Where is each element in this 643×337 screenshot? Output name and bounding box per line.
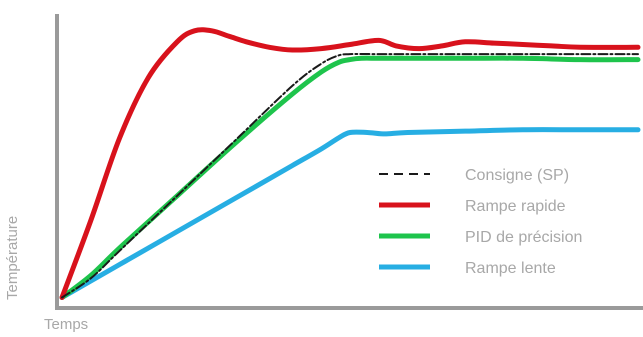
legend-label-rampe-lente: Rampe lente: [465, 260, 556, 277]
y-axis-label: Température: [4, 215, 21, 300]
chart-lines: [59, 27, 641, 300]
legend-label-rampe-rapide: Rampe rapide: [465, 198, 566, 215]
x-axis-label: Temps: [44, 316, 89, 333]
series-line-rampe-rapide: [59, 27, 641, 300]
legend-label-pid-de-precision: PID de précision: [465, 229, 582, 246]
chart-axes: [55, 14, 643, 310]
legend-label-consigne-sp: Consigne (SP): [465, 167, 569, 184]
series-line-consigne-sp: [61, 53, 639, 299]
series-line-rampe-lente: [59, 127, 641, 300]
chart-legend: Consigne (SP) Rampe rapide PID de précisio…: [379, 167, 582, 277]
series-line-pid-de-precision: [59, 55, 641, 300]
